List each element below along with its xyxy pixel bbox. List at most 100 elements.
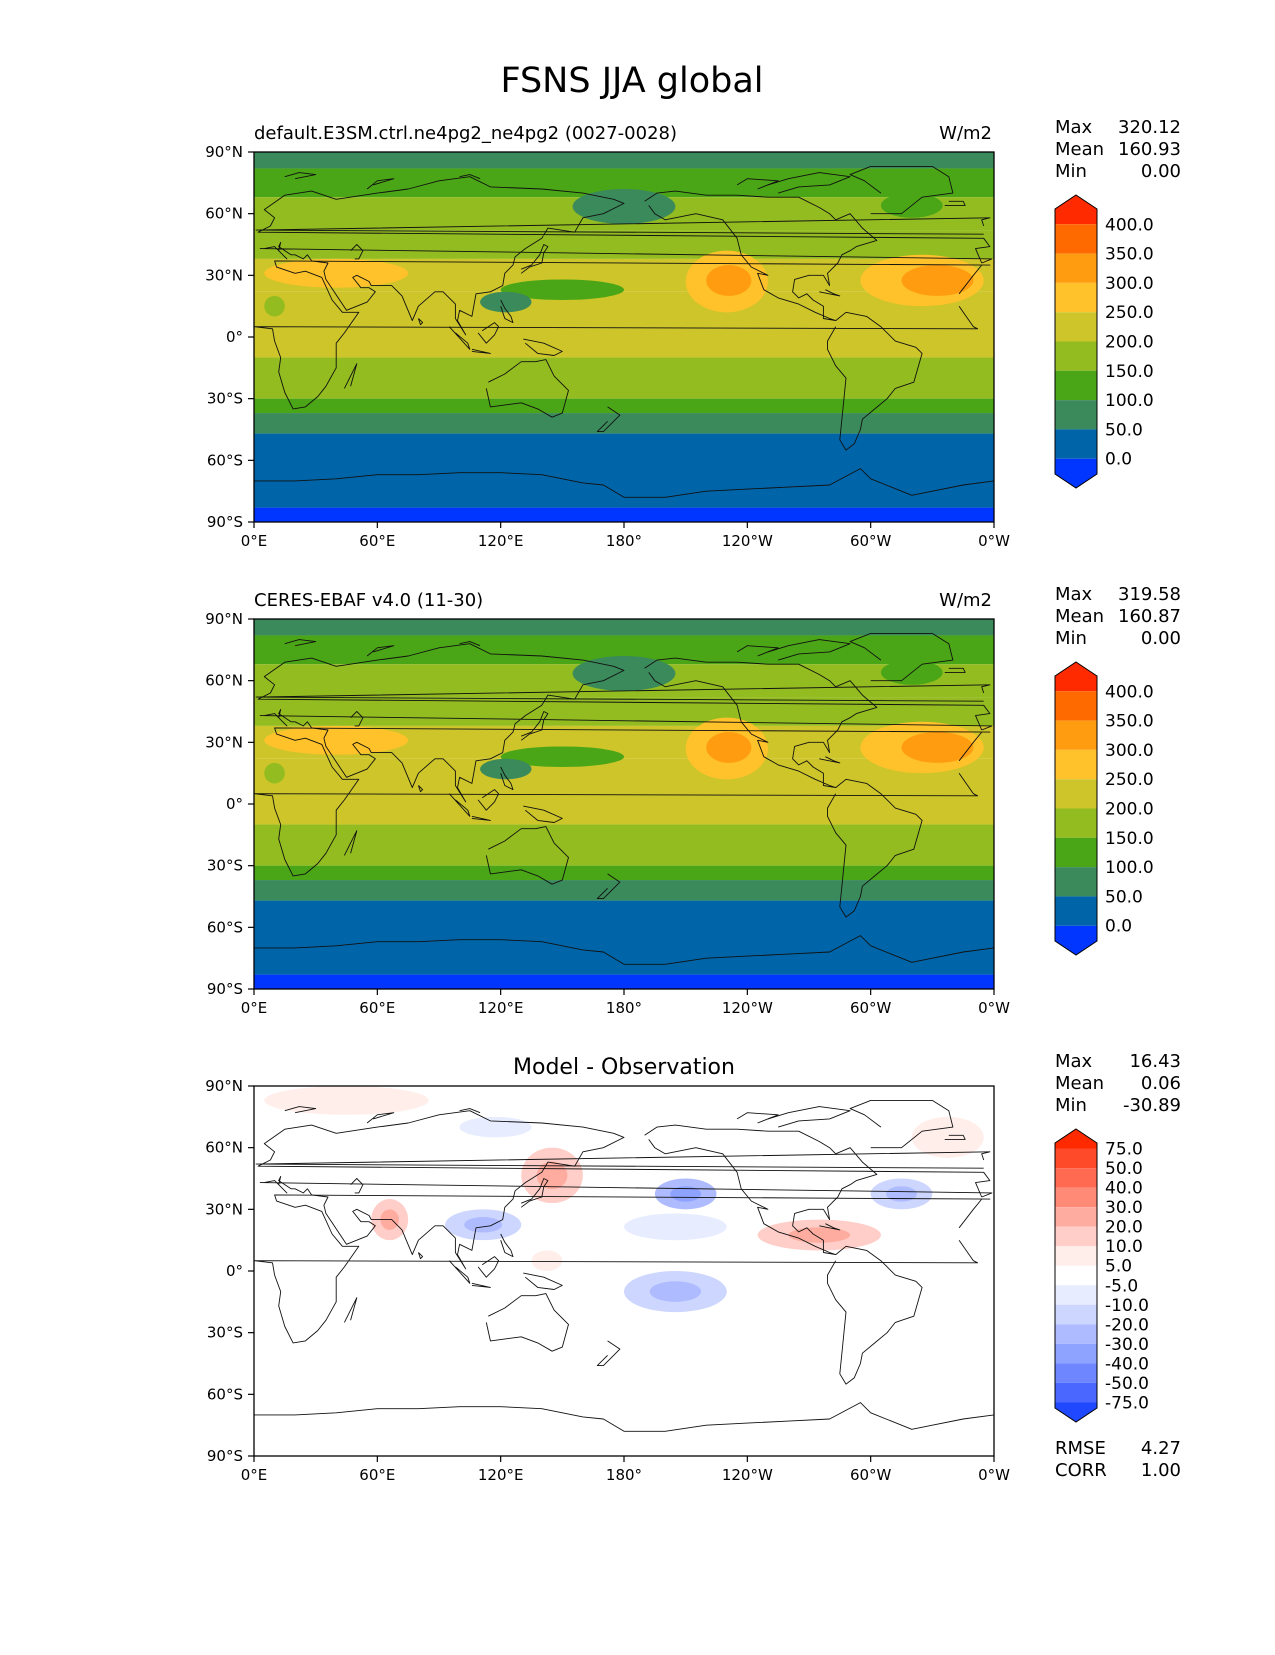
panel-center-title: Model - Observation xyxy=(513,1055,735,1080)
map-area: 90°N 60°N 30°N 0° 30°S 60°S 90°S0°E 60°E 120°E 18… xyxy=(205,1077,1010,1484)
lat-tick-label: 30°N xyxy=(205,1200,243,1218)
colorbar-segment xyxy=(1055,370,1097,401)
lat-tick-label: 90°N xyxy=(205,610,243,628)
lon-tick-label: 120°W xyxy=(722,999,773,1017)
coastline xyxy=(523,338,563,356)
stat-value: 0.00 xyxy=(1141,161,1181,182)
field-layer xyxy=(254,152,994,522)
field-layer xyxy=(254,1086,994,1456)
colorbar-segment xyxy=(1055,925,1097,955)
lon-tick-label: 0°E xyxy=(241,1466,268,1484)
field-band xyxy=(254,841,994,866)
field-band xyxy=(254,413,994,434)
field-band xyxy=(254,152,994,169)
coastline xyxy=(520,1178,549,1208)
extra-stats-block: RMSE 4.27 CORR 1.00 xyxy=(1055,1438,1181,1481)
lon-tick-label: 60°W xyxy=(850,532,892,550)
lat-tick-label: 30°N xyxy=(205,733,243,751)
coastline xyxy=(255,217,991,235)
stat-label: Max xyxy=(1055,584,1093,605)
colorbar-label: 400.0 xyxy=(1105,682,1154,702)
coastline xyxy=(827,778,923,918)
field-anomaly xyxy=(480,758,532,780)
coastline xyxy=(477,1256,500,1278)
colorbar-label: 20.0 xyxy=(1105,1218,1143,1238)
colorbar-label: 0.0 xyxy=(1105,917,1132,937)
colorbar-segment xyxy=(1055,1246,1097,1266)
colorbar-label: 50.0 xyxy=(1105,887,1143,907)
colorbar-segment xyxy=(1055,224,1097,254)
colorbar-label: 30.0 xyxy=(1105,1198,1143,1218)
coastline xyxy=(944,667,966,673)
colorbar-segment xyxy=(1055,1402,1097,1422)
coastline xyxy=(471,815,491,821)
diff-anomaly-core xyxy=(464,1217,503,1233)
lat-tick-label: 60°N xyxy=(205,672,243,690)
field-band xyxy=(254,357,994,374)
stats-block: Max 319.58 Mean 160.87 Min 0.00 xyxy=(1055,584,1181,649)
field-anomaly xyxy=(901,732,974,763)
colorbar-segment xyxy=(1055,282,1097,313)
coastlines xyxy=(254,1099,994,1432)
diff-anomaly xyxy=(264,1086,429,1115)
colorbar-segment xyxy=(1055,1363,1097,1383)
stat-value: 160.93 xyxy=(1118,139,1181,160)
panel-left-title: CERES-EBAF v4.0 (11-30) xyxy=(254,590,483,611)
lat-tick-label: 60°N xyxy=(205,205,243,223)
coastline xyxy=(644,1124,878,1256)
coastline xyxy=(417,318,424,326)
coastline xyxy=(350,244,364,260)
lat-tick-label: 90°N xyxy=(205,143,243,161)
coastline xyxy=(736,178,779,190)
coastline xyxy=(471,348,491,354)
panel-units: W/m2 xyxy=(939,123,992,144)
coastline xyxy=(471,1282,491,1288)
colorbar: 75.050.040.030.020.010.05.0-5.0-10.0-20.… xyxy=(1054,1128,1149,1423)
field-band xyxy=(254,374,994,399)
stat-value: 1.00 xyxy=(1141,1460,1181,1481)
colorbar-label: 150.0 xyxy=(1105,362,1154,382)
colorbar-label: 350.0 xyxy=(1105,712,1154,732)
stat-value: -30.89 xyxy=(1123,1095,1181,1116)
coastline xyxy=(257,1110,993,1270)
field-band xyxy=(254,291,994,358)
lon-tick-label: 60°W xyxy=(850,1466,892,1484)
coastline xyxy=(644,190,878,322)
stat-value: 16.43 xyxy=(1129,1051,1181,1072)
coastline xyxy=(284,172,317,180)
colorbar-label: 50.0 xyxy=(1105,1159,1143,1179)
stat-label: Min xyxy=(1055,1095,1087,1116)
colorbar-label: 250.0 xyxy=(1105,303,1154,323)
field-band xyxy=(254,230,994,259)
stat-label: Max xyxy=(1055,117,1093,138)
lon-tick-label: 120°E xyxy=(478,1466,524,1484)
coastline xyxy=(596,873,621,900)
coastline xyxy=(255,684,991,702)
colorbar-label: 5.0 xyxy=(1105,1257,1132,1277)
colorbar-segment xyxy=(1055,1207,1097,1227)
colorbar-segment xyxy=(1055,837,1097,868)
colorbar-outline xyxy=(1054,1128,1098,1423)
coastline xyxy=(366,1112,395,1124)
coastline xyxy=(343,830,358,856)
coastline xyxy=(448,793,471,817)
coastline xyxy=(284,639,317,647)
field-anomaly xyxy=(264,725,409,755)
coastline xyxy=(254,1402,994,1432)
field-anomaly xyxy=(264,762,285,784)
field-band xyxy=(254,619,994,636)
coastline xyxy=(849,165,954,215)
colorbar-segment xyxy=(1055,808,1097,838)
field-band xyxy=(254,697,994,726)
coastline xyxy=(819,1223,841,1231)
lon-tick-label: 60°W xyxy=(850,999,892,1017)
colorbar-segment xyxy=(1055,429,1097,459)
figure-title: FSNS JJA global xyxy=(500,61,763,101)
stat-label: Min xyxy=(1055,161,1087,182)
coastline xyxy=(257,176,993,336)
lon-tick-label: 0°W xyxy=(978,1466,1010,1484)
panel-test: default.E3SM.ctrl.ne4pg2_ne4pg2 (0027-00… xyxy=(205,117,1181,550)
lat-tick-label: 0° xyxy=(226,795,243,813)
colorbar-segment xyxy=(1055,691,1097,721)
